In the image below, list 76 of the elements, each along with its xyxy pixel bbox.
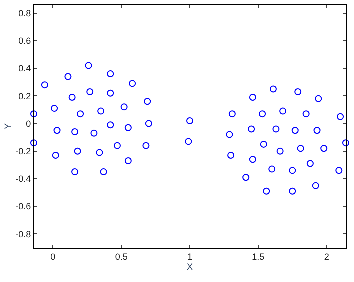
- point: [306, 160, 314, 168]
- point: [272, 126, 280, 133]
- point: [276, 148, 284, 155]
- point: [270, 86, 277, 93]
- y-tick-label: 0.4: [18, 64, 32, 74]
- point: [320, 145, 328, 152]
- point: [124, 124, 132, 132]
- point: [242, 174, 250, 182]
- y-tick-label: 0: [26, 118, 32, 129]
- point: [144, 98, 152, 106]
- x-axis-title: X: [186, 262, 194, 272]
- point: [314, 127, 321, 134]
- point: [260, 140, 268, 148]
- x-tick-label: 1.5: [252, 252, 265, 262]
- point: [268, 166, 276, 173]
- point: [77, 110, 84, 118]
- point: [315, 95, 322, 102]
- point: [124, 158, 132, 165]
- point: [86, 88, 94, 96]
- point: [100, 168, 108, 176]
- point: [248, 126, 256, 133]
- y-tick-label: 0.2: [18, 91, 32, 102]
- y-tick-label: 0.6: [18, 36, 32, 46]
- point: [297, 145, 304, 152]
- point: [185, 138, 192, 146]
- point: [249, 94, 256, 102]
- y-tick-label: -0.6: [16, 202, 32, 212]
- y-tick-label: -0.2: [16, 146, 32, 156]
- point: [74, 148, 82, 155]
- point: [249, 156, 256, 164]
- x-tick-label: 0.5: [115, 252, 128, 262]
- point: [294, 88, 302, 96]
- x-tick-label: 2: [324, 252, 330, 262]
- point: [90, 130, 98, 137]
- point: [107, 70, 114, 78]
- point: [72, 168, 79, 176]
- point: [52, 152, 60, 159]
- point: [107, 122, 114, 129]
- point: [142, 142, 150, 150]
- point: [129, 80, 136, 88]
- point: [30, 110, 38, 118]
- point: [337, 113, 344, 120]
- point: [68, 94, 76, 102]
- point: [336, 167, 343, 174]
- point: [186, 117, 194, 124]
- point: [85, 62, 92, 70]
- y-tick-label: 0.8: [18, 8, 32, 18]
- point: [289, 167, 296, 174]
- point: [292, 127, 299, 134]
- point: [259, 110, 266, 118]
- point: [228, 152, 235, 159]
- point: [280, 108, 287, 115]
- point: [41, 82, 48, 89]
- x-tick-label: 0: [50, 252, 56, 262]
- point: [263, 188, 270, 195]
- point: [96, 149, 104, 156]
- x-tick-label: 1: [187, 252, 193, 262]
- point: [51, 105, 58, 112]
- point: [312, 182, 320, 190]
- y-tick-label: -0.8: [16, 229, 32, 240]
- point: [120, 104, 128, 111]
- point: [145, 120, 152, 128]
- point: [226, 131, 234, 138]
- point: [30, 140, 38, 147]
- point: [302, 110, 310, 118]
- y-tick-label: -0.4: [16, 174, 32, 184]
- point: [54, 127, 61, 134]
- y-axis-title: Y: [3, 123, 14, 130]
- point: [72, 128, 79, 136]
- point: [107, 90, 114, 97]
- point: [289, 188, 296, 195]
- point: [228, 110, 236, 118]
- point: [64, 73, 72, 80]
- point: [114, 142, 121, 150]
- point: [342, 140, 350, 147]
- point: [98, 108, 105, 115]
